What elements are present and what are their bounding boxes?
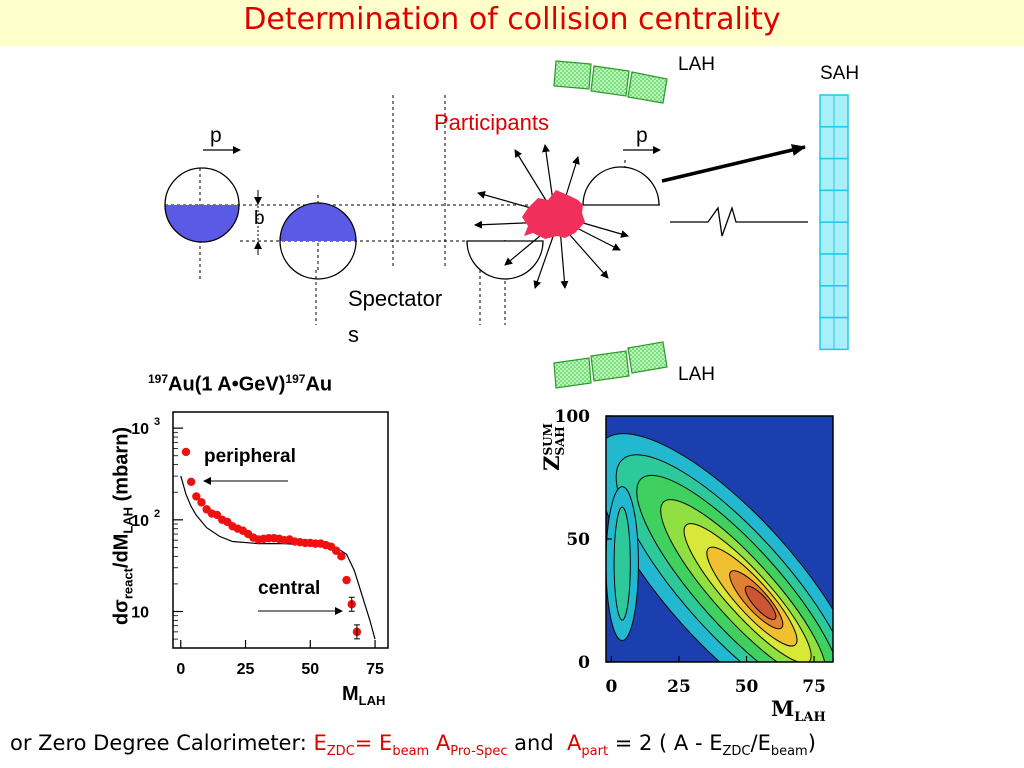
y-tick-exponent: 2 bbox=[154, 508, 160, 520]
x-tick-label: 0 bbox=[176, 661, 185, 678]
chart-left-ylabel: dσreact/dMLAH (mbarn) bbox=[110, 426, 136, 626]
participant-fireball bbox=[522, 190, 585, 239]
heatmap-bands bbox=[606, 433, 833, 662]
sah-detector bbox=[819, 94, 849, 351]
p-right-label: p bbox=[636, 124, 648, 147]
sah-label: SAH bbox=[820, 63, 860, 84]
y-tick-label: 10 bbox=[131, 421, 149, 438]
data-point bbox=[192, 492, 201, 501]
model-curve bbox=[180, 475, 376, 640]
impact-parameter-label: b bbox=[254, 208, 265, 229]
contour-band bbox=[613, 506, 631, 621]
lah-bottom-label: LAH bbox=[678, 364, 715, 385]
y-tick-label: 10 bbox=[131, 513, 149, 530]
x-tick-label: 25 bbox=[237, 661, 255, 678]
data-point bbox=[186, 477, 196, 486]
x-tick-label: 50 bbox=[735, 677, 759, 697]
y-tick-label: 10 bbox=[131, 605, 149, 622]
chart-left-title: 197Au(1 A•GeV)197Au bbox=[148, 372, 333, 396]
data-point bbox=[197, 498, 206, 507]
data-point bbox=[181, 447, 191, 457]
contour-band bbox=[744, 585, 777, 621]
zdc-formula: or Zero Degree Calorimeter: EZDC= Ebeam … bbox=[10, 731, 816, 760]
x-tick-label: 75 bbox=[802, 677, 826, 697]
formula-prefix: or Zero Degree Calorimeter: bbox=[10, 731, 314, 755]
x-tick-label: 75 bbox=[366, 661, 384, 678]
chart-left-frame bbox=[172, 411, 389, 649]
x-tick-label: 25 bbox=[667, 677, 691, 697]
data-point bbox=[331, 546, 341, 555]
y-tick-label: 0 bbox=[578, 653, 590, 673]
lah-top-label: LAH bbox=[678, 54, 715, 75]
spectators-label-line1: Spectator bbox=[348, 286, 443, 311]
x-tick-label: 50 bbox=[301, 661, 319, 678]
y-tick-exponent: 3 bbox=[154, 416, 160, 428]
x-tick-label: 0 bbox=[605, 677, 617, 697]
spectators-label-line2: s bbox=[348, 322, 359, 347]
chart-right-ylabel: Z SUM SAH bbox=[538, 423, 567, 471]
chart-left: 0 25 50 75 10 10 2 10 3 bbox=[131, 411, 389, 678]
data-point bbox=[337, 552, 346, 561]
p-left-label: p bbox=[210, 124, 222, 147]
y-tick-label: 100 bbox=[555, 407, 591, 427]
lah-detector-bottom bbox=[553, 341, 668, 389]
central-label: central bbox=[258, 578, 321, 599]
lah-detector-top bbox=[553, 60, 668, 104]
y-tick-label: 50 bbox=[566, 530, 590, 550]
title-bar bbox=[0, 0, 1024, 46]
participants-label: Participants bbox=[434, 110, 549, 135]
chart-left-xlabel: MLAH bbox=[342, 683, 386, 708]
collision-schematic bbox=[164, 95, 808, 325]
page-title: Determination of collision centrality bbox=[243, 2, 781, 37]
chart-right-xlabel: MLAH bbox=[771, 696, 826, 726]
peripheral-label: peripheral bbox=[204, 446, 296, 467]
data-point bbox=[342, 575, 351, 585]
chart-right: 0 25 50 75 0 50 100 bbox=[555, 407, 834, 697]
